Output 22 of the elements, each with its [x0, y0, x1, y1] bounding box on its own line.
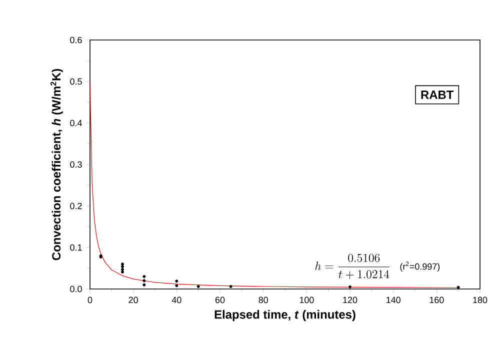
y-tick-label: 0.4: [70, 120, 82, 126]
y-tick-label: 0.5: [70, 78, 82, 85]
x-tick-label: 140: [386, 296, 400, 304]
x-tick-label: 60: [215, 296, 225, 304]
y-tick-label: 0.1: [70, 244, 82, 251]
y-axis-title: Convection coefficient, h (W/m$^{2}$K): [50, 68, 63, 260]
x-tick-label: 80: [258, 296, 268, 304]
x-tick-label: 20: [128, 296, 138, 304]
x-tick-label: 40: [172, 296, 182, 304]
x-tick-label: 180: [473, 296, 488, 304]
y-tick-label: 0.0: [70, 286, 82, 292]
y-tick-label: 0.6: [70, 36, 82, 44]
y-tick-label: 0.3: [70, 161, 82, 168]
x-tick-label: 120: [343, 296, 358, 304]
x-tick-label: 160: [430, 296, 444, 304]
annotation: RABT: [421, 90, 454, 99]
y-tick-label: 0.2: [70, 202, 82, 210]
x-tick-label: 0: [88, 296, 92, 304]
annotation: $h=\frac{0.5106}{t+1.0214}$: [315, 254, 390, 280]
annotation: (r$^{2}$=0.997): [400, 262, 440, 272]
x-axis-title: Elapsed time, t (minutes): [214, 310, 356, 322]
x-tick-label: 100: [300, 296, 314, 304]
